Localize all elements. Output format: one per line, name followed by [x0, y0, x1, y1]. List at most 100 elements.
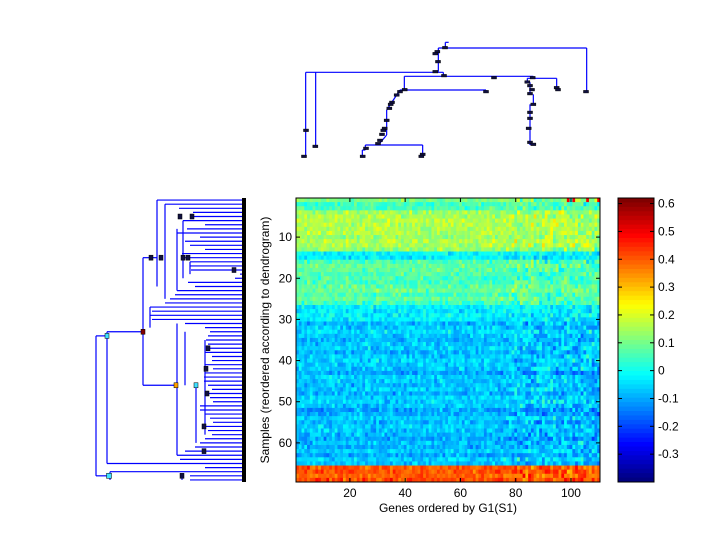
- heatmap-cell: [318, 280, 322, 285]
- heatmap-cell: [406, 226, 410, 232]
- heatmap-cell: [359, 235, 363, 240]
- heatmap-cell: [575, 354, 579, 359]
- heatmap-cell: [387, 222, 391, 228]
- heatmap-cell: [489, 206, 493, 211]
- heatmap-cell: [569, 370, 573, 376]
- heatmap-cell: [586, 230, 590, 236]
- heatmap-cell: [472, 366, 477, 372]
- heatmap-cell: [500, 305, 504, 310]
- heatmap-cell: [309, 267, 313, 273]
- heatmap-cell: [569, 296, 573, 302]
- heatmap-cell: [461, 313, 465, 318]
- heatmap-cell: [553, 284, 557, 289]
- heatmap-cell: [541, 276, 546, 281]
- heatmap-cell: [494, 210, 499, 215]
- heatmap-cell: [497, 243, 501, 248]
- heatmap-cell: [483, 296, 488, 302]
- heatmap-cell: [461, 247, 465, 252]
- heatmap-cell: [530, 296, 535, 302]
- heatmap-cell: [572, 317, 576, 322]
- heatmap-cell: [459, 284, 463, 289]
- heatmap-cell: [329, 317, 333, 322]
- heatmap-cell: [442, 300, 446, 306]
- heatmap-cell: [459, 300, 463, 306]
- heatmap-cell: [472, 317, 477, 322]
- heatmap-cell: [464, 329, 468, 335]
- heatmap-cell: [511, 284, 515, 289]
- heatmap-cell: [594, 321, 598, 326]
- heatmap-cell: [301, 374, 305, 380]
- heatmap-cell: [351, 210, 355, 215]
- heatmap-cell: [348, 280, 352, 285]
- heatmap-cell: [417, 202, 421, 207]
- heatmap-cell: [575, 255, 579, 261]
- heatmap-cell: [431, 362, 435, 368]
- heatmap-cell: [528, 214, 532, 219]
- heatmap-cell: [431, 202, 435, 207]
- heatmap-cell: [494, 374, 499, 380]
- heatmap-cell: [301, 321, 305, 326]
- heatmap-cell: [398, 362, 402, 368]
- heatmap-cell: [580, 239, 584, 244]
- heatmap-cell: [351, 243, 355, 248]
- heatmap-cell: [356, 263, 360, 269]
- heatmap-cell: [329, 305, 333, 310]
- heatmap-cell: [575, 226, 579, 232]
- heatmap-cell: [588, 309, 593, 314]
- heatmap-cell: [395, 362, 399, 368]
- heatmap-cell: [412, 284, 416, 289]
- heatmap-cell: [541, 354, 546, 359]
- heatmap-cell: [298, 337, 302, 343]
- heatmap-cell: [522, 263, 526, 269]
- heatmap-cell: [481, 374, 485, 380]
- heatmap-cell: [445, 313, 449, 318]
- heatmap-cell: [389, 206, 394, 211]
- heatmap-cell: [315, 370, 319, 376]
- heatmap-cell: [544, 354, 548, 359]
- heatmap-cell: [591, 218, 595, 224]
- heatmap-cell: [318, 214, 322, 219]
- heatmap-cell: [348, 346, 352, 351]
- heatmap-cell: [530, 342, 535, 347]
- heatmap-cell: [558, 272, 562, 277]
- heatmap-cell: [522, 214, 526, 219]
- heatmap-cell: [472, 333, 477, 339]
- heatmap-cell: [577, 325, 582, 331]
- heatmap-cell: [547, 350, 551, 355]
- heatmap-cell: [337, 358, 341, 364]
- heatmap-cell: [329, 346, 333, 351]
- heatmap-cell: [544, 284, 548, 289]
- heatmap-cell: [315, 230, 319, 236]
- heatmap-cell: [508, 342, 512, 347]
- heatmap-cell: [439, 206, 443, 211]
- heatmap-cell: [448, 300, 452, 306]
- heatmap-cell: [453, 267, 457, 273]
- heatmap-cell: [456, 280, 460, 285]
- heatmap-cell: [583, 218, 587, 224]
- heatmap-cell: [312, 292, 316, 298]
- heatmap-cell: [539, 325, 543, 331]
- heatmap-cell: [342, 267, 347, 273]
- heatmap-cell: [594, 251, 598, 257]
- heatmap-cell: [425, 267, 430, 273]
- heatmap-cell: [312, 235, 316, 240]
- heatmap-cell: [467, 313, 471, 318]
- heatmap-cell: [442, 342, 446, 347]
- heatmap-cell: [348, 350, 352, 355]
- heatmap-cell: [481, 317, 485, 322]
- heatmap-cell: [307, 333, 311, 339]
- heatmap-cell: [367, 354, 372, 359]
- heatmap-cell: [517, 263, 521, 269]
- heatmap-cell: [345, 374, 349, 380]
- heatmap-cell: [467, 337, 471, 343]
- heatmap-cell: [439, 210, 443, 215]
- heatmap-cell: [506, 272, 510, 277]
- heatmap-cell: [301, 342, 305, 347]
- dendrogram-node: [529, 88, 535, 92]
- heatmap-cell: [566, 358, 570, 364]
- heatmap-cell: [381, 342, 385, 347]
- heatmap-cell: [572, 296, 576, 302]
- heatmap-cell: [423, 337, 427, 343]
- heatmap-cell: [575, 296, 579, 302]
- heatmap-cell: [478, 235, 482, 240]
